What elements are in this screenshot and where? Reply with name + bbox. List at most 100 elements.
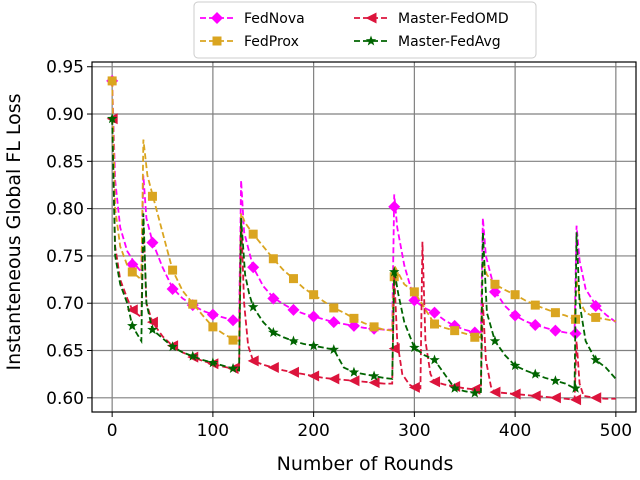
data-point-master-fedomd (126, 304, 138, 316)
data-point-fedprox (470, 332, 480, 342)
x-axis-ticks: 0 100 200 300 400 500 (107, 412, 632, 441)
data-point-fedprox (490, 279, 500, 289)
legend-label: FedNova (244, 11, 305, 27)
data-point-fedprox (168, 265, 178, 275)
data-point-master-fedavg (388, 266, 400, 277)
data-point-fedprox (127, 267, 137, 277)
data-point-master-fedomd (267, 362, 279, 374)
y-tick-label: 0.80 (46, 200, 84, 220)
data-point-master-fedomd (308, 370, 320, 382)
data-point-master-fedavg (268, 327, 279, 337)
data-point-fednova (549, 324, 562, 337)
data-point-master-fedomd (408, 381, 420, 393)
data-point-fedprox (450, 326, 460, 336)
legend-label: FedProx (244, 34, 299, 50)
y-tick-label: 0.90 (46, 105, 84, 125)
data-point-master-fedavg (167, 341, 178, 352)
data-point-master-fedomd (570, 394, 582, 406)
data-point-fednova (267, 292, 280, 305)
data-point-master-fedomd (509, 388, 521, 400)
data-point-fednova (287, 303, 300, 316)
x-tick-label: 100 (197, 421, 229, 441)
data-point-master-fedomd (348, 375, 360, 387)
data-point-fednova (126, 258, 139, 271)
series-line-master-fedomd (111, 118, 616, 401)
data-point-fedprox (248, 229, 258, 239)
data-point-fednova (146, 236, 159, 249)
data-point-fednova (206, 308, 219, 321)
data-point-master-fedavg (288, 335, 299, 346)
data-point-fedprox (591, 312, 601, 322)
data-point-master-fedavg (509, 360, 521, 371)
legend-item-fedprox: FedProx (200, 34, 299, 50)
data-point-fedprox (409, 287, 419, 297)
plot-frame (91, 61, 637, 413)
legend-item-master-fedavg: Master-FedAvg (354, 34, 501, 50)
data-point-master-fedomd (529, 390, 541, 402)
data-point-fedprox (349, 313, 359, 323)
data-point-fedprox (510, 290, 520, 300)
data-point-fedprox (430, 319, 440, 329)
y-axis-ticks: 0.60 0.65 0.70 0.75 0.80 0.85 0.90 0.95 (46, 58, 92, 409)
data-point-master-fedavg (247, 301, 259, 312)
data-point-fednova (227, 314, 240, 327)
data-point-master-fedavg (550, 375, 561, 386)
data-point-fednova (509, 309, 522, 322)
x-tick-label: 300 (398, 421, 430, 441)
data-point-fednova (307, 310, 320, 323)
legend-label: Master-FedOMD (398, 11, 509, 27)
series-line-fedprox (111, 80, 617, 343)
data-point-master-fedomd (590, 392, 602, 404)
data-point-master-fedavg (409, 342, 420, 353)
data-point-fedprox (188, 299, 198, 309)
data-point-fednova (388, 200, 401, 213)
legend-marker (211, 12, 223, 24)
data-point-fedprox (369, 322, 379, 332)
legend: FedNova FedProx Master-FedOMD Master-FedAvg (193, 1, 537, 59)
data-point-fednova (589, 300, 602, 313)
data-point-fednova (347, 319, 360, 332)
data-point-fedprox (530, 300, 540, 310)
legend-label: Master-FedAvg (398, 34, 501, 50)
x-tick-label: 0 (107, 421, 118, 441)
y-tick-label: 0.60 (46, 389, 84, 409)
y-tick-label: 0.85 (46, 152, 84, 172)
data-point-fednova (488, 285, 501, 298)
data-point-master-fedavg (489, 335, 501, 346)
data-point-master-fedavg (530, 368, 541, 379)
data-point-master-fedomd (489, 386, 501, 398)
data-point-master-fedomd (429, 376, 441, 388)
data-point-master-fedavg (469, 387, 481, 398)
data-point-master-fedavg (570, 382, 581, 393)
data-point-master-fedavg (187, 350, 198, 361)
data-point-master-fedavg (127, 320, 138, 331)
data-point-master-fedavg (227, 362, 239, 373)
data-point-fedprox (550, 308, 560, 318)
data-point-fedprox (288, 274, 298, 284)
data-point-master-fedavg (429, 354, 440, 365)
data-point-fednova (529, 318, 542, 331)
data-point-master-fedavg (308, 340, 319, 351)
data-point-master-fedomd (388, 343, 400, 355)
series-line-fednova (111, 80, 617, 335)
y-tick-label: 0.65 (46, 342, 84, 362)
data-point-master-fedavg (590, 354, 601, 365)
data-point-master-fedavg (449, 382, 460, 393)
data-point-fednova (569, 327, 582, 340)
data-point-master-fedavg (348, 366, 360, 377)
data-point-fedprox (268, 254, 278, 264)
data-point-fednova (428, 306, 441, 319)
data-point-master-fedavg (147, 324, 158, 335)
data-point-fedprox (147, 191, 157, 201)
data-point-fedprox (309, 290, 319, 300)
data-point-master-fedomd (368, 377, 380, 389)
data-point-master-fedavg (368, 370, 380, 381)
legend-marker (212, 36, 222, 46)
data-point-master-fedavg (106, 113, 118, 124)
data-point-fedprox (208, 322, 218, 332)
data-point-master-fedavg (207, 357, 219, 368)
data-point-master-fedavg (328, 344, 340, 355)
x-tick-label: 200 (297, 421, 329, 441)
legend-marker (365, 12, 377, 24)
data-point-master-fedomd (549, 392, 561, 404)
